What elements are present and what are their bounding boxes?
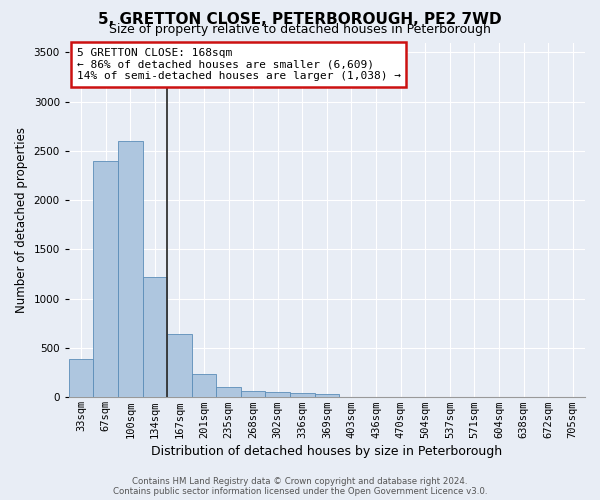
Bar xyxy=(69,359,94,398)
Text: Contains HM Land Registry data © Crown copyright and database right 2024.
Contai: Contains HM Land Registry data © Crown c… xyxy=(113,476,487,496)
Bar xyxy=(265,392,290,398)
Bar xyxy=(94,161,118,398)
Bar xyxy=(241,392,265,398)
Y-axis label: Number of detached properties: Number of detached properties xyxy=(15,127,28,313)
Bar xyxy=(167,334,192,398)
Bar xyxy=(290,394,314,398)
Bar xyxy=(143,277,167,398)
Text: 5, GRETTON CLOSE, PETERBOROUGH, PE2 7WD: 5, GRETTON CLOSE, PETERBOROUGH, PE2 7WD xyxy=(98,12,502,28)
Text: 5 GRETTON CLOSE: 168sqm
← 86% of detached houses are smaller (6,609)
14% of semi: 5 GRETTON CLOSE: 168sqm ← 86% of detache… xyxy=(77,48,401,81)
Bar xyxy=(192,374,217,398)
Bar xyxy=(217,388,241,398)
Text: Size of property relative to detached houses in Peterborough: Size of property relative to detached ho… xyxy=(109,22,491,36)
X-axis label: Distribution of detached houses by size in Peterborough: Distribution of detached houses by size … xyxy=(151,444,502,458)
Bar xyxy=(118,141,143,398)
Bar xyxy=(314,394,339,398)
